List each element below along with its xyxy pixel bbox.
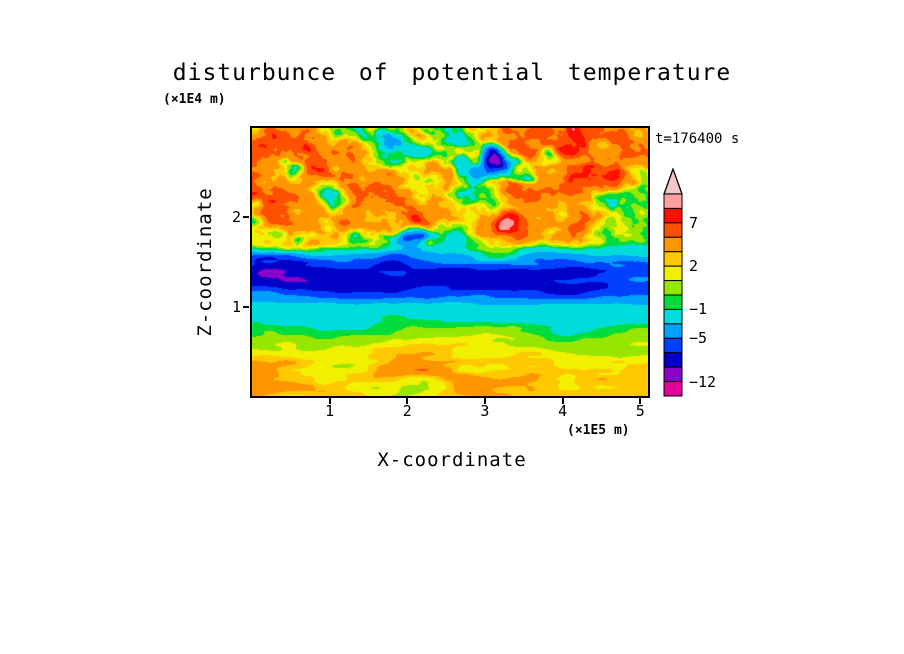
colorbar-tick-label: −1: [689, 300, 708, 319]
colorbar-tick-label: 2: [689, 257, 699, 276]
plot-frame: [250, 126, 650, 398]
y-axis-tick: [243, 216, 249, 219]
x-axis-tick-label: 4: [558, 402, 568, 420]
x-axis-tick: [639, 398, 642, 404]
colorbar-band: [663, 381, 683, 397]
x-axis-tick-label: 5: [635, 402, 645, 420]
time-label: t=176400 s: [655, 131, 740, 147]
x-axis-tick: [483, 398, 486, 404]
colorbar-arrow-tip: [663, 168, 683, 195]
colorbar-band: [663, 294, 683, 310]
y-axis-tick: [243, 305, 249, 308]
colorbar-band: [663, 265, 683, 282]
colorbar-band: [663, 337, 683, 354]
x-axis-tick: [328, 398, 331, 404]
y-axis-unit-label: (×1E4 m): [163, 92, 226, 107]
colorbar-band: [663, 207, 683, 224]
colorbar-band: [663, 222, 683, 238]
colorbar-band: [663, 308, 683, 325]
colorbar-band: [663, 323, 683, 339]
x-axis-tick: [406, 398, 409, 404]
y-axis-tick-label: 1: [231, 297, 241, 316]
colorbar-tick-label: −5: [689, 329, 708, 348]
x-axis-label: X-coordinate: [377, 449, 527, 471]
heatmap-canvas: [252, 128, 648, 396]
x-axis-tick-label: 1: [325, 402, 335, 420]
x-axis-tick-label: 2: [402, 402, 412, 420]
colorbar-tick-label: 7: [689, 213, 699, 232]
y-axis-label: Z-coordinate: [194, 187, 216, 337]
colorbar-band: [663, 236, 683, 253]
x-axis-tick: [561, 398, 564, 404]
colorbar-band: [663, 193, 683, 209]
colorbar-band: [663, 280, 683, 296]
colorbar-band: [663, 352, 683, 368]
y-axis-tick-label: 2: [231, 208, 241, 227]
colorbar-band: [663, 366, 683, 383]
x-axis-tick-label: 3: [480, 402, 490, 420]
colorbar-tick-label: −12: [689, 372, 717, 391]
colorbar: [663, 168, 683, 397]
x-axis-unit-label: (×1E5 m): [567, 423, 630, 438]
chart-title: disturbunce of potential temperature: [172, 60, 732, 86]
colorbar-band: [663, 251, 683, 267]
